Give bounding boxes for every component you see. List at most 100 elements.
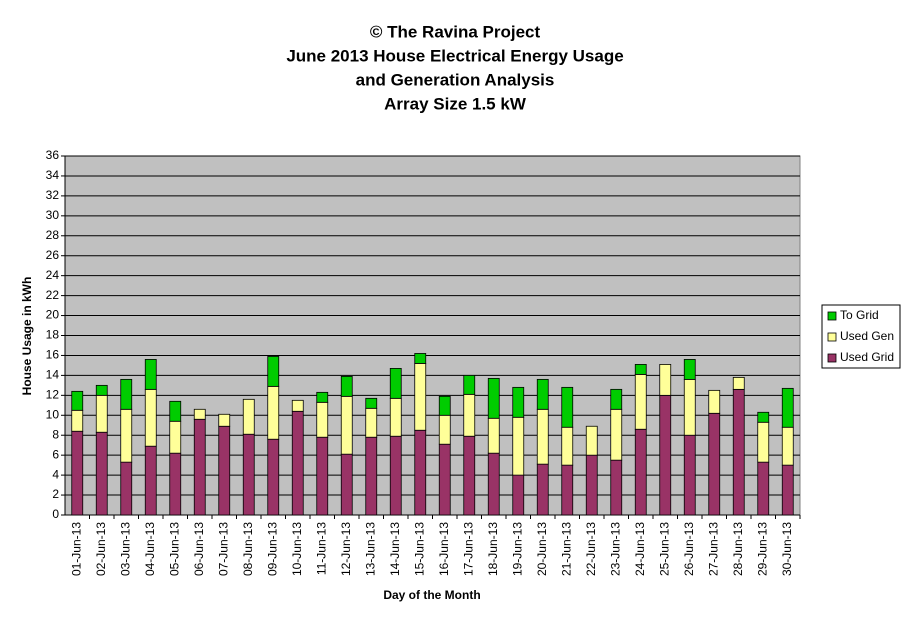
x-tick-label: 14-Jun-13	[388, 522, 402, 576]
bar-segment	[781, 426, 794, 466]
bar-segment	[120, 408, 133, 463]
legend-swatch	[827, 332, 837, 342]
bar-segment	[120, 461, 133, 516]
bar-segment	[610, 388, 623, 410]
y-tick-label: 24	[46, 268, 60, 282]
y-axis-title: House Usage in kWh	[20, 277, 34, 396]
bar-segment	[536, 408, 549, 465]
bar-segment	[340, 375, 353, 397]
bar-segment	[708, 412, 721, 516]
bar-segment	[95, 384, 108, 396]
bar-segment	[757, 461, 770, 516]
bar-segment	[414, 353, 427, 364]
bar-segment	[316, 436, 329, 516]
x-tick-label: 11-Jun-13	[314, 522, 328, 575]
bar-segment	[683, 434, 696, 516]
legend-label: Used Grid	[840, 350, 894, 364]
y-tick-label: 0	[52, 507, 59, 521]
bar-segment	[512, 386, 525, 418]
bar-segment	[585, 454, 598, 516]
bar-segment	[536, 378, 549, 410]
x-tick-label: 28-Jun-13	[731, 522, 745, 576]
bar-segment	[316, 391, 329, 403]
bar-segment	[71, 430, 84, 516]
bar-segment	[267, 385, 280, 440]
legend-swatch	[827, 311, 837, 321]
bar-segment	[365, 397, 378, 409]
y-tick-label: 28	[46, 228, 60, 242]
bar-segment	[512, 416, 525, 476]
bar-segment	[365, 436, 378, 516]
bar-segment	[610, 459, 623, 516]
x-tick-label: 06-Jun-13	[192, 522, 206, 576]
bar-segment	[463, 435, 476, 516]
bar-segment	[463, 374, 476, 395]
legend-label: Used Gen	[840, 329, 894, 343]
y-tick-label: 36	[46, 148, 60, 162]
bar-segment	[683, 378, 696, 436]
bar-segment	[193, 408, 206, 420]
bar-segment	[95, 431, 108, 516]
bar-segment	[242, 398, 255, 435]
x-tick-label: 16-Jun-13	[437, 522, 451, 576]
x-tick-label: 29-Jun-13	[755, 522, 769, 576]
x-tick-label: 19-Jun-13	[510, 522, 524, 576]
x-tick-label: 03-Jun-13	[118, 522, 132, 576]
bar-segment	[487, 452, 500, 516]
y-tick-label: 2	[52, 487, 59, 501]
bar-segment	[585, 425, 598, 456]
y-tick-label: 18	[46, 328, 60, 342]
bar-segment	[389, 435, 402, 516]
x-tick-label: 05-Jun-13	[167, 522, 181, 576]
y-tick-label: 32	[46, 188, 60, 202]
bar-segment	[365, 407, 378, 438]
bar-segment	[732, 388, 745, 516]
bar-segment	[781, 387, 794, 428]
bar-segment	[340, 453, 353, 516]
x-tick-label: 21-Jun-13	[559, 522, 573, 576]
bar-segment	[487, 377, 500, 419]
bar-segment	[144, 445, 157, 516]
bar-segment	[561, 386, 574, 428]
y-tick-label: 12	[46, 388, 60, 402]
y-tick-label: 20	[46, 308, 60, 322]
x-tick-label: 17-Jun-13	[461, 522, 475, 576]
bar-segment	[218, 425, 231, 516]
x-tick-label: 27-Jun-13	[706, 522, 720, 576]
bar-segment	[757, 421, 770, 463]
bar-segment	[316, 401, 329, 438]
y-tick-label: 10	[46, 407, 60, 421]
bar-segment	[267, 356, 280, 387]
bar-segment	[169, 400, 182, 422]
legend-label: To Grid	[840, 308, 879, 322]
x-tick-label: 20-Jun-13	[535, 522, 549, 576]
bar-segment	[683, 359, 696, 380]
y-tick-label: 26	[46, 248, 60, 262]
bar-segment	[487, 417, 500, 454]
bar-segment	[389, 397, 402, 437]
bar-segment	[193, 418, 206, 516]
y-tick-label: 16	[46, 348, 60, 362]
bar-segment	[610, 408, 623, 461]
bar-segment	[414, 363, 427, 431]
x-tick-label: 10-Jun-13	[290, 522, 304, 576]
y-tick-label: 8	[52, 427, 59, 441]
y-tick-label: 6	[52, 447, 59, 461]
x-tick-label: 08-Jun-13	[241, 522, 255, 576]
bar-segment	[659, 364, 672, 396]
bar-segment	[71, 409, 84, 432]
bar-segment	[781, 464, 794, 516]
x-tick-label: 01-Jun-13	[69, 522, 83, 576]
bar-segment	[634, 373, 647, 430]
y-tick-label: 14	[46, 368, 60, 382]
x-tick-label: 12-Jun-13	[339, 522, 353, 576]
bar-segment	[757, 411, 770, 423]
y-tick-label: 34	[46, 168, 60, 182]
bar-segment	[242, 433, 255, 516]
bar-segment	[561, 426, 574, 466]
bar-segment	[512, 474, 525, 516]
y-tick-label: 30	[46, 208, 60, 222]
chart-title: June 2013 House Electrical Energy Usage	[286, 46, 623, 65]
bar-segment	[536, 463, 549, 516]
